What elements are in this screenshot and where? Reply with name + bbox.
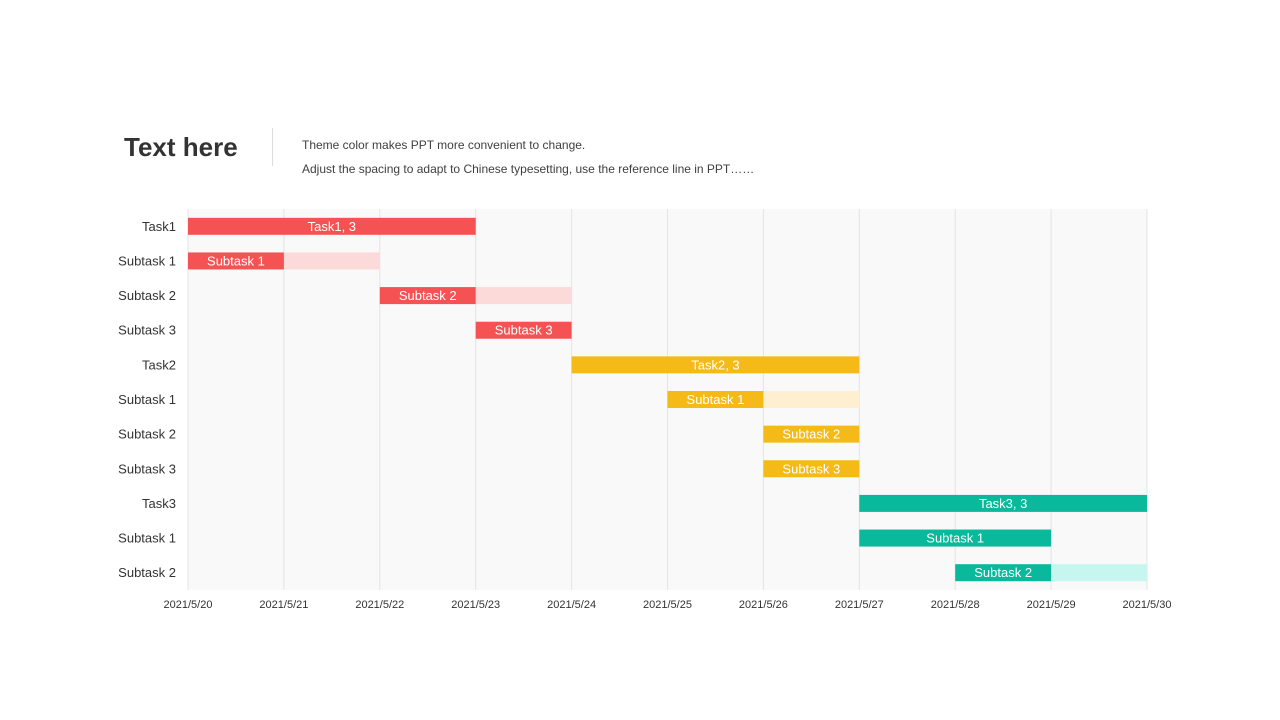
task-bar <box>667 391 764 408</box>
y-axis-label: Task2 <box>142 357 176 372</box>
task-bar <box>571 356 860 374</box>
task-bar-label: Subtask 1 <box>687 392 745 407</box>
task-bar <box>475 321 572 339</box>
y-axis-label: Subtask 1 <box>118 531 176 546</box>
y-axis-label: Subtask 1 <box>118 392 176 407</box>
y-axis-label: Subtask 3 <box>118 461 176 476</box>
task-bar-label: Subtask 1 <box>207 253 265 268</box>
task-bar <box>955 564 1052 582</box>
task-bar <box>188 252 284 270</box>
slide-title: Text here <box>124 132 238 162</box>
task-bar-label: Task2, 3 <box>691 357 739 372</box>
task-bar-extension <box>763 391 860 408</box>
task-bar <box>859 529 1052 547</box>
task-bar-label: Subtask 2 <box>974 565 1032 580</box>
description-line-1: Theme color makes PPT more convenient to… <box>302 138 586 152</box>
y-axis-label: Subtask 3 <box>118 323 176 338</box>
x-tick-label: 2021/5/30 <box>1123 599 1172 611</box>
x-tick-label: 2021/5/29 <box>1027 599 1076 611</box>
task-bar <box>859 494 1147 512</box>
task-bar-label: Subtask 3 <box>782 461 840 476</box>
task-bar-label: Subtask 3 <box>495 323 553 338</box>
y-axis-label: Subtask 2 <box>118 427 176 442</box>
x-tick-label: 2021/5/24 <box>547 599 596 611</box>
x-tick-label: 2021/5/21 <box>259 599 308 611</box>
x-tick-label: 2021/5/28 <box>931 599 980 611</box>
y-axis-label: Task1 <box>142 219 176 234</box>
y-axis-label: Task3 <box>142 496 176 511</box>
y-axis-label: Subtask 1 <box>118 253 176 268</box>
x-tick-label: 2021/5/27 <box>835 599 884 611</box>
task-bar-label: Subtask 2 <box>782 427 840 442</box>
task-bar <box>379 287 476 305</box>
title-divider <box>272 128 273 166</box>
task-bar-extension <box>475 287 572 305</box>
x-tick-label: 2021/5/22 <box>355 599 404 611</box>
task-bar-label: Task1, 3 <box>308 219 356 234</box>
task-bar-extension <box>1051 564 1147 582</box>
task-bar-extension <box>283 252 380 270</box>
y-axis-label: Subtask 2 <box>118 288 176 303</box>
y-axis-label: Subtask 2 <box>118 565 176 580</box>
x-tick-label: 2021/5/23 <box>451 599 500 611</box>
task-bar <box>763 460 860 478</box>
description-line-2: Adjust the spacing to adapt to Chinese t… <box>302 162 755 176</box>
task-bar-label: Subtask 1 <box>926 531 984 546</box>
task-bar <box>188 217 476 235</box>
task-bar-label: Task3, 3 <box>979 496 1027 511</box>
x-tick-label: 2021/5/25 <box>643 599 692 611</box>
x-tick-label: 2021/5/26 <box>739 599 788 611</box>
x-tick-label: 2021/5/20 <box>164 599 213 611</box>
task-bar-label: Subtask 2 <box>399 288 457 303</box>
task-bar <box>763 425 860 443</box>
